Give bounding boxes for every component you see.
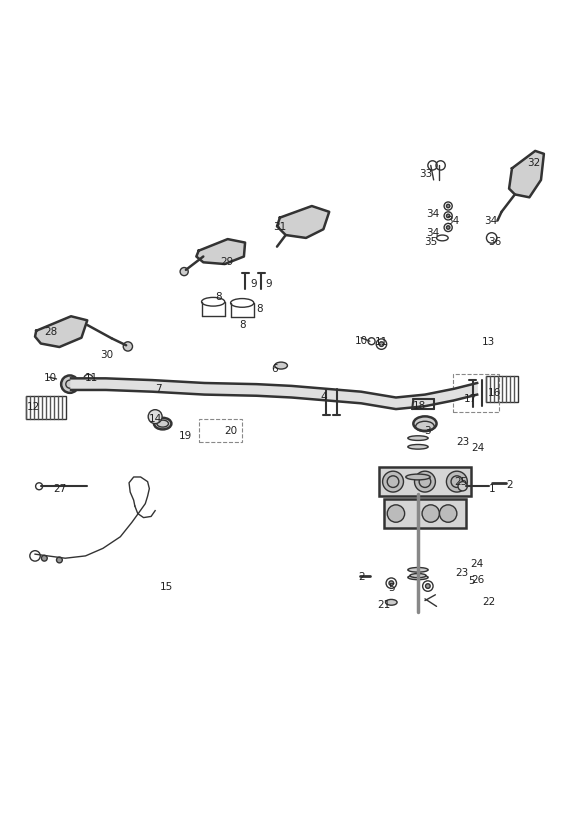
Text: 1: 1 bbox=[489, 484, 495, 494]
Text: 3: 3 bbox=[424, 425, 431, 436]
Circle shape bbox=[41, 555, 47, 561]
Text: 14: 14 bbox=[149, 414, 161, 424]
Text: 5: 5 bbox=[468, 577, 475, 587]
Circle shape bbox=[180, 268, 188, 276]
Ellipse shape bbox=[408, 575, 428, 580]
Text: 11: 11 bbox=[375, 337, 388, 348]
Text: 34: 34 bbox=[426, 208, 439, 218]
Text: 17: 17 bbox=[463, 394, 477, 404]
Text: 20: 20 bbox=[224, 425, 237, 436]
Circle shape bbox=[379, 342, 384, 346]
Ellipse shape bbox=[385, 599, 397, 605]
Text: 30: 30 bbox=[100, 350, 114, 360]
Circle shape bbox=[123, 342, 132, 351]
Circle shape bbox=[447, 204, 450, 208]
Circle shape bbox=[389, 581, 394, 586]
Text: 11: 11 bbox=[85, 373, 98, 383]
Circle shape bbox=[387, 505, 405, 522]
Text: 8: 8 bbox=[257, 304, 263, 314]
Text: 32: 32 bbox=[528, 157, 540, 167]
Polygon shape bbox=[277, 206, 329, 238]
Circle shape bbox=[447, 226, 450, 229]
Bar bbox=[199, 419, 242, 442]
Text: 27: 27 bbox=[53, 484, 66, 494]
Text: 18: 18 bbox=[413, 401, 426, 411]
Text: 23: 23 bbox=[456, 438, 469, 447]
Text: 35: 35 bbox=[424, 237, 437, 247]
Text: 8: 8 bbox=[239, 320, 245, 330]
Bar bbox=[453, 374, 499, 412]
Text: 12: 12 bbox=[27, 402, 40, 412]
Text: 25: 25 bbox=[454, 476, 468, 487]
Circle shape bbox=[148, 410, 162, 424]
Text: 24: 24 bbox=[470, 559, 484, 569]
Text: 19: 19 bbox=[180, 432, 192, 442]
Text: 24: 24 bbox=[472, 443, 485, 453]
Text: 2: 2 bbox=[506, 480, 512, 489]
Circle shape bbox=[447, 471, 468, 492]
Polygon shape bbox=[509, 151, 544, 197]
Text: 9: 9 bbox=[265, 279, 272, 289]
Ellipse shape bbox=[408, 444, 428, 449]
Text: 16: 16 bbox=[488, 388, 501, 399]
Ellipse shape bbox=[410, 574, 426, 578]
Circle shape bbox=[447, 214, 450, 218]
Text: 5: 5 bbox=[388, 583, 395, 593]
Ellipse shape bbox=[408, 568, 428, 572]
Text: 36: 36 bbox=[488, 237, 501, 247]
Text: 33: 33 bbox=[420, 169, 433, 179]
Text: 9: 9 bbox=[251, 279, 257, 289]
Text: 13: 13 bbox=[482, 337, 496, 348]
Polygon shape bbox=[196, 239, 245, 264]
Text: 4: 4 bbox=[320, 392, 326, 402]
Text: 26: 26 bbox=[472, 575, 485, 585]
Bar bbox=[26, 396, 66, 419]
Text: 21: 21 bbox=[378, 600, 391, 610]
Text: 34: 34 bbox=[484, 216, 497, 226]
Text: 10: 10 bbox=[44, 373, 57, 383]
Text: 34: 34 bbox=[446, 216, 459, 226]
Text: 15: 15 bbox=[160, 583, 173, 592]
Circle shape bbox=[382, 471, 403, 492]
Ellipse shape bbox=[406, 474, 430, 480]
Ellipse shape bbox=[413, 416, 437, 431]
Ellipse shape bbox=[154, 418, 171, 429]
Text: 7: 7 bbox=[154, 384, 161, 394]
Circle shape bbox=[458, 481, 468, 491]
Circle shape bbox=[422, 505, 440, 522]
Ellipse shape bbox=[408, 436, 428, 441]
Text: 22: 22 bbox=[482, 597, 496, 607]
Circle shape bbox=[61, 376, 79, 393]
Circle shape bbox=[415, 471, 436, 492]
Text: 10: 10 bbox=[354, 336, 368, 346]
Polygon shape bbox=[35, 316, 87, 347]
Text: 28: 28 bbox=[44, 327, 57, 337]
Circle shape bbox=[426, 583, 430, 588]
Ellipse shape bbox=[275, 362, 287, 369]
Text: 8: 8 bbox=[216, 293, 222, 302]
Text: 31: 31 bbox=[273, 222, 286, 232]
Text: 29: 29 bbox=[220, 257, 233, 267]
Circle shape bbox=[57, 557, 62, 563]
Text: 34: 34 bbox=[426, 228, 439, 238]
Circle shape bbox=[440, 505, 457, 522]
Polygon shape bbox=[71, 378, 477, 409]
Text: 6: 6 bbox=[271, 364, 278, 374]
Text: 2: 2 bbox=[358, 573, 364, 583]
Bar bbox=[486, 376, 518, 401]
Text: 23: 23 bbox=[455, 569, 468, 578]
Bar bbox=[384, 499, 466, 528]
Bar bbox=[378, 467, 472, 496]
